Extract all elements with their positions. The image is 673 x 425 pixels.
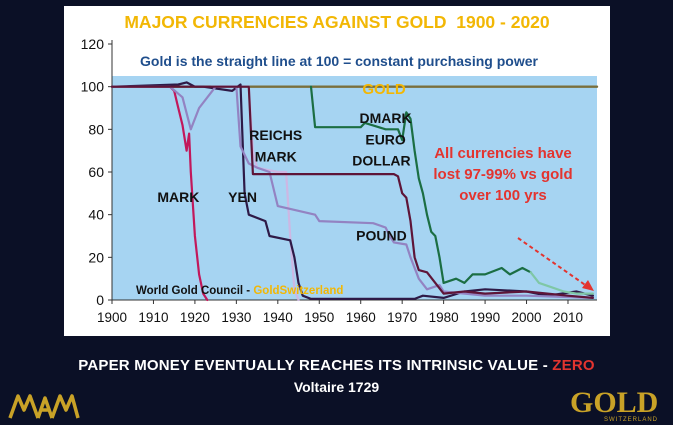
note-line-2: lost 97-99% vs gold — [433, 166, 572, 183]
footer-quote-highlight: ZERO — [552, 357, 595, 374]
svg-text:SWITZERLAND: SWITZERLAND — [604, 417, 658, 423]
series-label: REICHS — [249, 127, 302, 143]
y-tick-label: 60 — [88, 164, 104, 180]
chart-subtitle: Gold is the straight line at 100 = const… — [140, 53, 538, 69]
y-tick-label: 80 — [88, 121, 104, 137]
x-axis: 1900 1910 1920 1930 1940 1950 1960 1970 1980 1990… — [97, 299, 597, 325]
note-line-1: All currencies have — [434, 145, 572, 162]
x-tick-label: 1900 — [97, 310, 127, 325]
chart-panel: 0 20 40 60 80 100 120 1900 1910 1920 1930 1940 1950… — [64, 6, 610, 336]
x-tick-label: 1920 — [180, 310, 210, 325]
annotation-note: All currencies have lost 97-99% vs gold … — [433, 145, 572, 204]
series-label: YEN — [228, 189, 257, 205]
series-layer — [110, 81, 599, 302]
series-line-euro-late — [529, 271, 594, 295]
y-tick-label: 100 — [81, 79, 105, 95]
x-tick-label: 2010 — [553, 310, 583, 325]
y-axis: 0 20 40 60 80 100 120 — [81, 36, 113, 308]
series-line-dollar — [110, 85, 594, 299]
series-line-pound — [110, 85, 594, 299]
x-tick-label: 1950 — [304, 310, 334, 325]
y-tick-label: 0 — [96, 292, 104, 308]
source-note: World Gold Council - GoldSwitzerland — [136, 285, 343, 297]
goldswitzerland-logo: GOLD SWITZERLAND — [570, 386, 658, 423]
x-tick-label: 1980 — [429, 310, 459, 325]
series-label: POUND — [356, 227, 407, 243]
y-tick-label: 120 — [81, 36, 105, 52]
x-tick-label: 2000 — [512, 310, 542, 325]
currency-gold-chart: 0 20 40 60 80 100 120 1900 1910 1920 1930 1940 1950… — [81, 12, 599, 325]
series-label: MARK — [157, 189, 199, 205]
series-labels: MARK YEN REICHS MARK POUND DMARK EURO DOLLAR — [157, 110, 411, 243]
footer-quote: PAPER MONEY EVENTUALLY REACHES ITS INTRI… — [0, 357, 673, 374]
series-label: MARK — [255, 148, 297, 164]
x-tick-label: 1930 — [221, 310, 251, 325]
footer-attribution: Voltaire 1729 — [293, 379, 380, 395]
series-label: DMARK — [360, 110, 412, 126]
mam-logo — [8, 394, 80, 419]
series-label: EURO — [365, 131, 406, 147]
y-tick-label: 20 — [88, 249, 104, 265]
x-tick-label: 1990 — [470, 310, 500, 325]
note-line-3: over 100 yrs — [459, 187, 547, 204]
svg-text:GOLD: GOLD — [570, 386, 658, 419]
chart-title: MAJOR CURRENCIES AGAINST GOLD 1900 - 202… — [124, 12, 550, 32]
y-tick-label: 40 — [88, 207, 104, 223]
annotation-arrow — [517, 237, 594, 291]
x-tick-label: 1970 — [387, 310, 417, 325]
source-prefix: World Gold Council - — [136, 285, 253, 297]
x-tick-label: 1940 — [263, 310, 293, 325]
series-line-dmark-euro — [309, 85, 532, 284]
x-tick-label: 1910 — [138, 310, 168, 325]
footer-quote-prefix: PAPER MONEY EVENTUALLY REACHES ITS INTRI… — [78, 357, 553, 374]
x-tick-label: 1960 — [346, 310, 376, 325]
series-label: DOLLAR — [352, 153, 410, 169]
source-highlight: GoldSwitzerland — [253, 285, 343, 297]
gold-line-label: GOLD — [362, 81, 405, 98]
